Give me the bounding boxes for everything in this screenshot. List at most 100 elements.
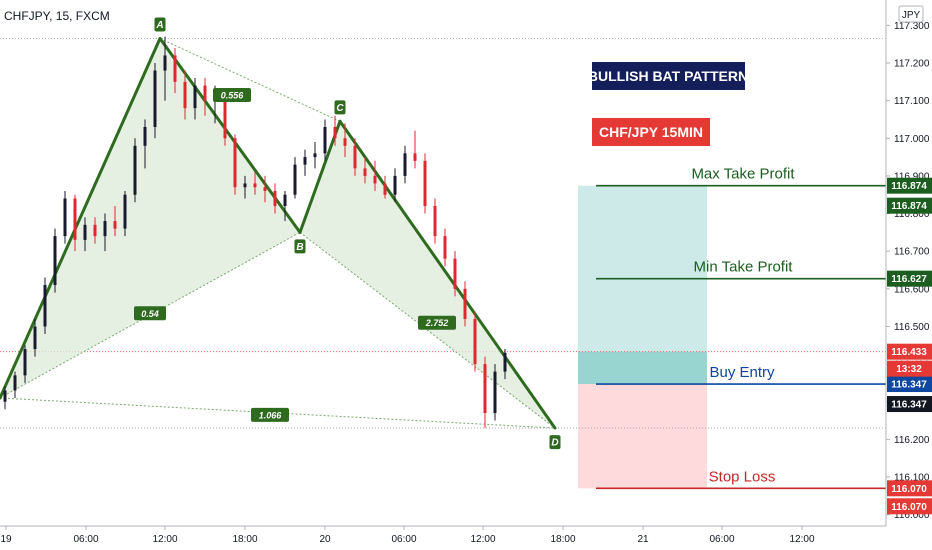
candle-body (43, 285, 47, 327)
candle-body (63, 198, 67, 237)
secondary-price-tag-bg (887, 396, 932, 413)
time-tick-label: 12:00 (470, 534, 495, 545)
level-label: Buy Entry (709, 364, 775, 381)
current-price-tag-text: 116.433 (891, 347, 927, 358)
candle-body (413, 153, 417, 161)
candle (433, 198, 437, 244)
candle (503, 349, 507, 380)
candle (153, 63, 157, 139)
candle (43, 277, 47, 334)
candle-body (343, 138, 347, 146)
secondary-price-tag: 116.874 (887, 197, 932, 214)
candle-body (263, 187, 267, 191)
point-label: B (296, 242, 303, 253)
ratio-badge: 1.066 (251, 407, 289, 422)
current-price-tag: 116.433 (887, 343, 932, 360)
candle (373, 160, 377, 191)
candle-body (333, 126, 337, 139)
candle (443, 228, 447, 267)
level-price-tag-text: 116.070 (891, 484, 927, 495)
price-tick-label: 116.600 (894, 284, 930, 295)
ratio-badge: 2.752 (418, 315, 456, 330)
secondary-price-tag-bg (887, 498, 932, 515)
pattern-point-b: B (294, 239, 306, 254)
candle-body (443, 236, 447, 259)
candle (13, 371, 17, 398)
time-tick-label: 06:00 (391, 534, 416, 545)
price-tick-label: 116.900 (894, 171, 930, 182)
candle-body (463, 288, 467, 319)
candle-body (253, 183, 257, 188)
level-label: Max Take Profit (691, 166, 795, 183)
profit-zone (578, 185, 707, 352)
candle (493, 364, 497, 421)
candle (363, 157, 367, 184)
ratio-badge-bg (418, 315, 456, 330)
pattern-leg (338, 119, 557, 430)
candle (473, 311, 477, 372)
point-badge (549, 435, 561, 450)
time-tick-label: 12:00 (152, 534, 177, 545)
candle-body (143, 126, 147, 146)
candle (263, 175, 267, 203)
pattern-title-text: BULLISH BAT PATTERN (588, 68, 748, 84)
level-label: Stop Loss (709, 468, 776, 485)
candle (73, 194, 77, 252)
candle (253, 172, 257, 195)
level-price-tag-bg (887, 376, 932, 393)
candle-body (383, 183, 387, 195)
secondary-price-tag-text: 116.874 (891, 201, 927, 212)
countdown-tag-text: 13:32 (896, 364, 922, 375)
level-price-tag: 116.070 (887, 480, 932, 497)
candle (143, 119, 147, 169)
currency-badge: JPY (898, 5, 924, 23)
candle (323, 119, 327, 161)
candle-body (303, 157, 307, 165)
candle-body (493, 371, 497, 414)
candle (393, 168, 397, 203)
level-price-tag: 116.627 (887, 270, 932, 287)
candle (343, 123, 347, 158)
candle-body (163, 55, 167, 71)
candle (273, 183, 277, 214)
level-price-tag: 116.347 (887, 376, 932, 393)
candle-body (173, 55, 177, 82)
candles (3, 36, 507, 429)
candle-body (243, 183, 247, 188)
candle-body (133, 145, 137, 195)
pattern-leg (158, 37, 302, 234)
candle-body (323, 126, 327, 154)
candle (403, 145, 407, 184)
candle (163, 36, 167, 101)
price-tick-label: 116.500 (894, 322, 930, 333)
candle-body (53, 236, 57, 286)
time-tick-label: 06:00 (73, 534, 98, 545)
point-badge (154, 17, 166, 32)
ratio-badge-bg (251, 407, 289, 422)
candle-body (313, 153, 317, 158)
candle-body (283, 194, 287, 207)
candle (133, 138, 137, 203)
countdown-tag-bg (887, 360, 932, 377)
candle-body (223, 93, 227, 139)
point-label: A (155, 20, 163, 31)
candle (193, 78, 197, 120)
ratio-connector (159, 38, 341, 122)
entry-zone (578, 351, 707, 385)
level-price-tag-bg (887, 177, 932, 194)
chart-title: CHFJPY, 15, FXCM (4, 9, 110, 23)
candle (113, 206, 117, 237)
candle-body (363, 168, 367, 176)
pattern-leg (298, 119, 342, 234)
point-label: C (336, 103, 344, 114)
candle-body (503, 352, 507, 372)
ratio-label: 2.752 (425, 318, 449, 328)
candle (203, 78, 207, 116)
candle-body (403, 153, 407, 176)
price-tick-label: 117.300 (894, 21, 930, 32)
candle-body (83, 224, 87, 240)
timeframe-box: CHF/JPY 15MIN (592, 118, 710, 146)
secondary-price-tag: 116.070 (887, 498, 932, 515)
